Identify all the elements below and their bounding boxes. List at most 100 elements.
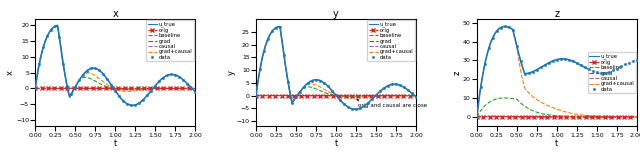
causal bbox=[481, 116, 489, 118]
data bbox=[367, 98, 377, 100]
baseline bbox=[252, 95, 260, 97]
data bbox=[114, 95, 124, 97]
data bbox=[363, 102, 373, 104]
Y-axis label: z: z bbox=[452, 70, 461, 75]
data bbox=[564, 58, 574, 61]
Line: baseline: baseline bbox=[256, 27, 416, 103]
grad+causal bbox=[31, 88, 39, 89]
baseline bbox=[109, 87, 117, 89]
data bbox=[142, 94, 152, 97]
grad+causal bbox=[105, 85, 113, 87]
orig bbox=[481, 116, 489, 118]
orig bbox=[330, 95, 338, 97]
u_true bbox=[551, 59, 559, 61]
data bbox=[584, 68, 594, 71]
orig bbox=[252, 95, 260, 97]
grad+causal bbox=[481, 62, 489, 64]
orig bbox=[412, 95, 420, 97]
grad bbox=[628, 116, 636, 118]
data bbox=[559, 58, 570, 60]
causal bbox=[633, 116, 640, 118]
data bbox=[568, 60, 578, 62]
baseline bbox=[157, 88, 165, 89]
u_true bbox=[473, 116, 481, 118]
X-axis label: t: t bbox=[334, 139, 338, 148]
Line: orig: orig bbox=[254, 94, 418, 97]
grad bbox=[157, 88, 165, 89]
data bbox=[42, 35, 52, 38]
u_true bbox=[187, 86, 195, 88]
grad bbox=[109, 88, 117, 89]
u_true bbox=[157, 78, 165, 80]
X-axis label: t: t bbox=[555, 139, 559, 148]
data bbox=[543, 62, 554, 64]
data bbox=[527, 70, 538, 73]
grad bbox=[326, 95, 333, 97]
data bbox=[94, 69, 104, 72]
data bbox=[154, 80, 164, 82]
grad bbox=[191, 88, 199, 89]
orig bbox=[408, 95, 415, 97]
u_true bbox=[252, 95, 260, 97]
data bbox=[620, 63, 630, 66]
data bbox=[178, 79, 188, 81]
Line: baseline: baseline bbox=[35, 25, 195, 97]
u_true bbox=[40, 46, 47, 48]
grad bbox=[547, 116, 554, 118]
orig bbox=[378, 95, 386, 97]
grad bbox=[187, 88, 195, 89]
causal bbox=[157, 88, 165, 89]
grad bbox=[252, 95, 260, 97]
data bbox=[472, 116, 482, 118]
data bbox=[532, 68, 542, 71]
data bbox=[110, 90, 120, 92]
orig bbox=[191, 88, 199, 89]
data bbox=[411, 95, 421, 98]
grad+causal bbox=[260, 49, 268, 51]
data bbox=[275, 25, 285, 28]
baseline bbox=[326, 93, 333, 95]
grad+causal bbox=[66, 96, 74, 98]
Line: u_true: u_true bbox=[256, 27, 416, 109]
data bbox=[608, 69, 618, 72]
u_true bbox=[330, 92, 338, 94]
data bbox=[58, 63, 68, 65]
u_true bbox=[326, 87, 333, 89]
Line: grad: grad bbox=[477, 116, 637, 117]
data bbox=[295, 91, 305, 93]
data bbox=[30, 87, 40, 90]
grad+causal bbox=[326, 92, 333, 94]
grad bbox=[551, 116, 559, 118]
causal bbox=[473, 116, 481, 118]
data bbox=[591, 71, 602, 74]
grad bbox=[633, 116, 640, 118]
data bbox=[78, 73, 88, 76]
data bbox=[82, 69, 92, 72]
data bbox=[62, 85, 72, 88]
orig bbox=[633, 116, 640, 118]
orig bbox=[52, 87, 60, 89]
Y-axis label: y: y bbox=[227, 70, 236, 75]
data bbox=[267, 30, 277, 33]
Legend: u_true, orig, baseline, grad, causal, grad+causal, data: u_true, orig, baseline, grad, causal, gr… bbox=[146, 20, 194, 61]
baseline bbox=[105, 86, 113, 88]
u_true bbox=[191, 91, 199, 93]
orig bbox=[408, 95, 415, 97]
grad bbox=[47, 87, 54, 89]
baseline bbox=[31, 88, 39, 89]
data bbox=[118, 100, 128, 102]
data bbox=[339, 103, 349, 105]
data bbox=[158, 76, 168, 79]
u_true bbox=[187, 86, 195, 88]
data bbox=[628, 60, 638, 62]
causal bbox=[483, 116, 491, 118]
data bbox=[146, 89, 156, 92]
data bbox=[287, 101, 297, 104]
data bbox=[395, 84, 405, 87]
u_true bbox=[628, 60, 636, 62]
u_true bbox=[105, 80, 113, 82]
data bbox=[38, 46, 49, 49]
u_true bbox=[408, 92, 415, 94]
data bbox=[190, 90, 200, 93]
baseline bbox=[191, 88, 199, 89]
